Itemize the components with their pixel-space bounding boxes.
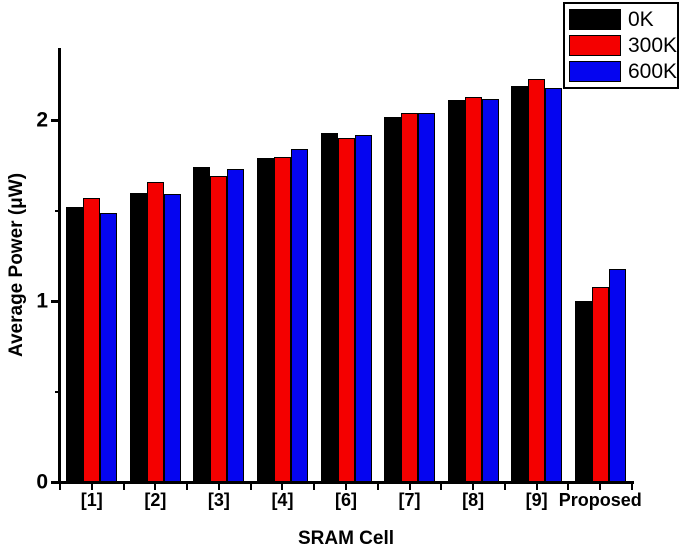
y-axis-tick-label: 1 bbox=[36, 289, 48, 313]
legend-swatch-300K bbox=[569, 35, 621, 56]
legend: 0K 300K 600K bbox=[563, 2, 679, 89]
x-axis-title: SRAM Cell bbox=[297, 528, 395, 549]
bar-300K-9 bbox=[528, 78, 546, 482]
legend-swatch-600K bbox=[569, 61, 621, 82]
y-axis-line bbox=[58, 48, 61, 484]
bar-0K-2 bbox=[129, 192, 147, 482]
x-axis-tick bbox=[154, 482, 157, 490]
x-axis-tick bbox=[313, 482, 316, 490]
bar-600K-7 bbox=[418, 113, 436, 482]
bar-0K-7 bbox=[384, 116, 402, 482]
bar-0K-4 bbox=[256, 158, 274, 482]
y-axis-tick-label: 0 bbox=[36, 470, 48, 494]
y-axis-tick-label: 2 bbox=[36, 108, 48, 132]
bar-600K-Proposed bbox=[608, 268, 626, 482]
y-axis-title: Average Power (μW) bbox=[6, 172, 27, 358]
x-axis-tick bbox=[567, 482, 570, 490]
y-axis-major-tick bbox=[51, 119, 60, 122]
bar-0K-3 bbox=[193, 167, 211, 482]
x-axis-tick bbox=[217, 482, 220, 490]
bar-300K-Proposed bbox=[591, 286, 609, 482]
x-axis-tick-label: [2] bbox=[144, 490, 167, 510]
x-axis-tick bbox=[59, 482, 61, 490]
bar-300K-1 bbox=[83, 198, 101, 482]
y-axis-minor-tick bbox=[55, 209, 60, 212]
x-axis-tick bbox=[440, 482, 443, 490]
x-axis-tick bbox=[631, 482, 633, 490]
x-axis-tick bbox=[535, 482, 538, 490]
x-axis-tick bbox=[503, 482, 506, 490]
bar-0K-8 bbox=[447, 100, 465, 482]
x-axis-tick-label: [6] bbox=[335, 490, 357, 510]
x-axis-tick bbox=[345, 482, 347, 490]
bar-300K-8 bbox=[464, 96, 482, 482]
x-axis-tick bbox=[90, 482, 93, 490]
bar-600K-4 bbox=[290, 149, 308, 482]
x-axis-tick bbox=[599, 482, 602, 490]
x-axis-tick-label: [3] bbox=[207, 490, 230, 510]
x-axis-tick bbox=[281, 482, 284, 490]
bar-600K-3 bbox=[227, 169, 245, 482]
legend-label-300K: 300K bbox=[628, 34, 678, 57]
x-axis-tick-label: Proposed bbox=[558, 490, 642, 510]
bar-600K-6 bbox=[354, 134, 372, 482]
x-axis-tick bbox=[376, 482, 379, 490]
bar-0K-9 bbox=[511, 85, 529, 482]
x-axis-tick-label: [1] bbox=[80, 490, 103, 510]
y-axis-major-tick bbox=[51, 300, 60, 303]
legend-item-0K: 0K bbox=[569, 8, 673, 31]
bar-0K-6 bbox=[320, 132, 338, 482]
bar-300K-2 bbox=[146, 181, 164, 482]
bar-300K-4 bbox=[273, 156, 291, 482]
x-axis-tick-label: [4] bbox=[271, 490, 294, 510]
y-axis-major-tick bbox=[51, 481, 60, 484]
legend-label-0K: 0K bbox=[628, 8, 654, 31]
x-axis-tick bbox=[472, 482, 475, 490]
legend-item-600K: 600K bbox=[569, 60, 677, 83]
x-axis-tick bbox=[186, 482, 189, 490]
y-axis-minor-tick bbox=[55, 390, 60, 393]
legend-swatch-0K bbox=[569, 9, 621, 30]
bar-300K-6 bbox=[337, 138, 355, 482]
x-axis-tick bbox=[249, 482, 252, 490]
bar-0K-1 bbox=[66, 207, 84, 482]
legend-label-600K: 600K bbox=[628, 60, 678, 83]
bar-600K-1 bbox=[100, 212, 118, 482]
bar-300K-7 bbox=[401, 113, 419, 482]
bar-0K-Proposed bbox=[574, 301, 592, 482]
bar-600K-9 bbox=[545, 87, 563, 482]
bar-600K-2 bbox=[163, 194, 181, 482]
x-axis-tick bbox=[122, 482, 125, 490]
x-axis-tick-label: [8] bbox=[462, 490, 485, 510]
x-axis-tick-label: [7] bbox=[398, 490, 421, 510]
legend-item-300K: 300K bbox=[569, 34, 677, 57]
bar-600K-8 bbox=[481, 98, 499, 482]
bar-300K-3 bbox=[210, 176, 228, 482]
x-axis-tick-label: [9] bbox=[525, 490, 548, 510]
x-axis-tick bbox=[408, 482, 411, 490]
